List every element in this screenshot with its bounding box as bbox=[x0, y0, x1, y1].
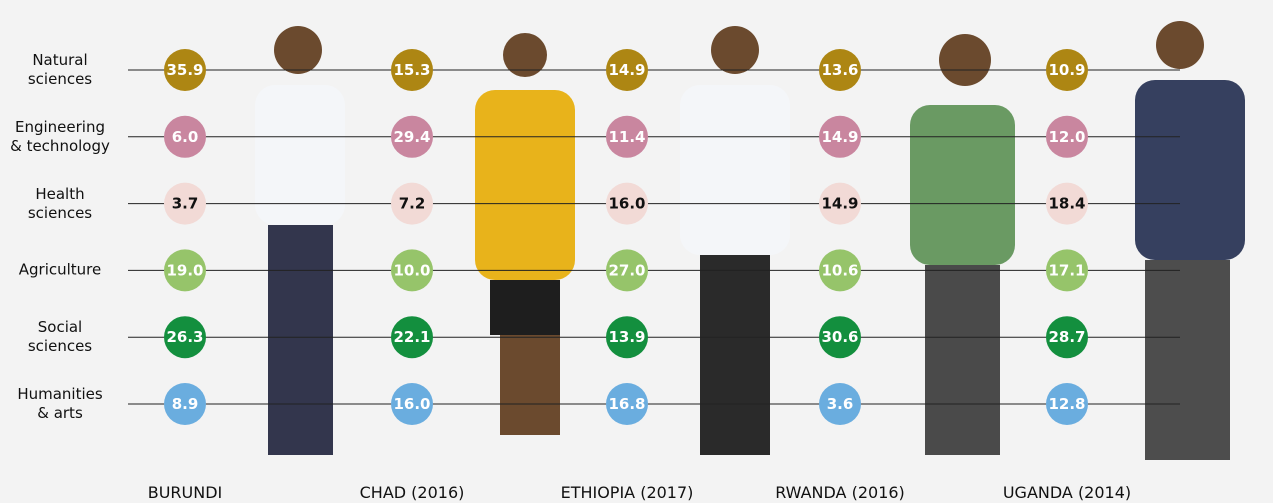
value-label: 14.9 bbox=[821, 195, 858, 213]
value-label: 26.3 bbox=[166, 328, 203, 346]
row-label: Agriculture bbox=[0, 261, 120, 280]
person bbox=[680, 26, 790, 455]
value-label: 27.0 bbox=[608, 261, 645, 279]
value-label: 15.3 bbox=[393, 61, 430, 79]
value-label: 16.0 bbox=[393, 395, 430, 413]
person bbox=[255, 26, 345, 455]
row-label: Humanities & arts bbox=[0, 385, 120, 423]
row-label: Engineering & technology bbox=[0, 118, 120, 156]
value-label: 12.0 bbox=[1048, 128, 1085, 146]
country-label: UGANDA (2014) bbox=[1003, 483, 1131, 502]
value-label: 19.0 bbox=[166, 261, 203, 279]
value-label: 16.0 bbox=[608, 195, 645, 213]
value-label: 3.7 bbox=[172, 195, 199, 213]
chart: 35.9 15.3 14.9 13.6 10.9 6.0 29.4 11.4 14.9 12.0 3… bbox=[0, 0, 1273, 503]
value-label: 14.9 bbox=[608, 61, 645, 79]
value-label: 3.6 bbox=[827, 395, 854, 413]
row-label: Natural sciences bbox=[0, 51, 120, 89]
country-label: BURUNDI bbox=[148, 483, 223, 502]
value-label: 16.8 bbox=[608, 395, 645, 413]
value-label: 6.0 bbox=[172, 128, 199, 146]
country-label: CHAD (2016) bbox=[360, 483, 465, 502]
row-label: Health sciences bbox=[0, 185, 120, 223]
value-label: 10.9 bbox=[1048, 61, 1085, 79]
infographic: 35.9 15.3 14.9 13.6 10.9 6.0 29.4 11.4 14.9 12.0 3… bbox=[0, 0, 1273, 503]
value-label: 35.9 bbox=[166, 61, 203, 79]
country-label: RWANDA (2016) bbox=[775, 483, 905, 502]
person bbox=[1135, 21, 1245, 460]
value-label: 29.4 bbox=[393, 128, 430, 146]
person bbox=[475, 33, 575, 435]
person bbox=[910, 34, 1015, 455]
value-label: 13.6 bbox=[821, 61, 858, 79]
value-label: 11.4 bbox=[608, 128, 645, 146]
value-label: 17.1 bbox=[1048, 261, 1085, 279]
value-label: 10.0 bbox=[393, 261, 430, 279]
value-label: 7.2 bbox=[399, 195, 426, 213]
value-label: 13.9 bbox=[608, 328, 645, 346]
value-label: 28.7 bbox=[1048, 328, 1085, 346]
row-label: Social sciences bbox=[0, 318, 120, 356]
value-label: 8.9 bbox=[172, 395, 199, 413]
value-label: 22.1 bbox=[393, 328, 430, 346]
value-label: 30.6 bbox=[821, 328, 858, 346]
value-label: 12.8 bbox=[1048, 395, 1085, 413]
value-label: 14.9 bbox=[821, 128, 858, 146]
value-label: 10.6 bbox=[821, 261, 858, 279]
value-label: 18.4 bbox=[1048, 195, 1085, 213]
country-label: ETHIOPIA (2017) bbox=[561, 483, 694, 502]
